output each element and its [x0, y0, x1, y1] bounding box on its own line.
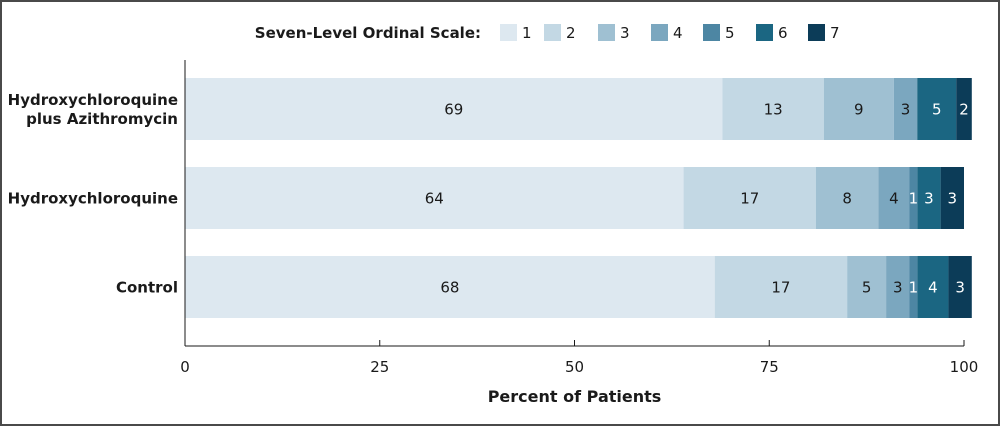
bar-value-label: 3 [924, 190, 934, 208]
bar-value-label: 4 [928, 279, 938, 297]
bar-value-label: 17 [740, 190, 759, 208]
bar-segment-level-7 [948, 256, 972, 318]
bar-value-label: 3 [893, 279, 903, 297]
bar-segment-level-3 [815, 167, 879, 229]
category-label-line: Hydroxychloroquine [8, 91, 178, 109]
legend-swatch-4 [651, 24, 668, 41]
legend-label-3: 3 [620, 24, 630, 42]
legend-label-6: 6 [778, 24, 788, 42]
category-label-line: plus Azithromycin [26, 110, 178, 128]
bar-value-label: 13 [764, 101, 783, 119]
bar-value-label: 69 [444, 101, 463, 119]
bar-segment-level-6 [917, 256, 949, 318]
legend-label-7: 7 [830, 24, 840, 42]
legend-title: Seven-Level Ordinal Scale: [255, 24, 481, 42]
bar-segment-level-7 [940, 167, 964, 229]
bar-value-label: 8 [842, 190, 852, 208]
legend-swatch-1 [500, 24, 517, 41]
bar-segment-level-4 [893, 78, 918, 140]
category-label: Control [116, 279, 178, 297]
bar-value-label: 4 [889, 190, 899, 208]
x-tick-label: 100 [950, 358, 979, 376]
bar-value-label: 3 [948, 190, 958, 208]
bar-segment-level-3 [823, 78, 894, 140]
category-label-line: Hydroxychloroquine [8, 190, 178, 208]
bar-segment-level-4 [886, 256, 910, 318]
bar-value-label: 68 [440, 279, 459, 297]
legend-swatch-2 [544, 24, 561, 41]
category-label-line: Control [116, 279, 178, 297]
bar-segment-level-2 [722, 78, 824, 140]
x-tick-label: 0 [180, 358, 190, 376]
legend-swatch-5 [703, 24, 720, 41]
x-tick-label: 50 [565, 358, 584, 376]
legend-swatch-3 [598, 24, 615, 41]
legend-swatch-6 [756, 24, 773, 41]
bar-value-label: 5 [932, 101, 942, 119]
legend-swatch-7 [808, 24, 825, 41]
bar-segment-level-2 [714, 256, 848, 318]
bar-value-label: 1 [909, 279, 919, 297]
x-tick-label: 25 [370, 358, 389, 376]
x-axis-title: Percent of Patients [488, 387, 662, 406]
legend-label-1: 1 [522, 24, 532, 42]
bar-segment-level-2 [683, 167, 816, 229]
bar-value-label: 64 [425, 190, 444, 208]
bar-value-label: 9 [854, 101, 864, 119]
bar-segment-level-7 [956, 78, 972, 140]
legend-label-4: 4 [673, 24, 683, 42]
bar-value-label: 3 [955, 279, 965, 297]
bar-value-label: 3 [901, 101, 911, 119]
category-label: Hydroxychloroquine [8, 190, 178, 208]
bar-segment-level-3 [847, 256, 887, 318]
bar-value-label: 1 [909, 190, 919, 208]
bar-value-label: 5 [862, 279, 872, 297]
bar-segment-level-5 [909, 256, 918, 318]
bar-segment-level-6 [917, 167, 941, 229]
bar-segment-level-1 [185, 256, 715, 318]
bar-segment-level-4 [878, 167, 910, 229]
bar-segment-level-6 [917, 78, 957, 140]
bar-value-label: 2 [959, 101, 969, 119]
bar-segment-level-1 [185, 78, 723, 140]
legend-label-5: 5 [725, 24, 735, 42]
legend-label-2: 2 [566, 24, 576, 42]
bar-segment-level-1 [185, 167, 684, 229]
x-tick-label: 75 [760, 358, 779, 376]
bar-segment-level-5 [909, 167, 918, 229]
category-label: Hydroxychloroquine plus Azithromycin [8, 91, 178, 128]
bar-value-label: 17 [771, 279, 790, 297]
